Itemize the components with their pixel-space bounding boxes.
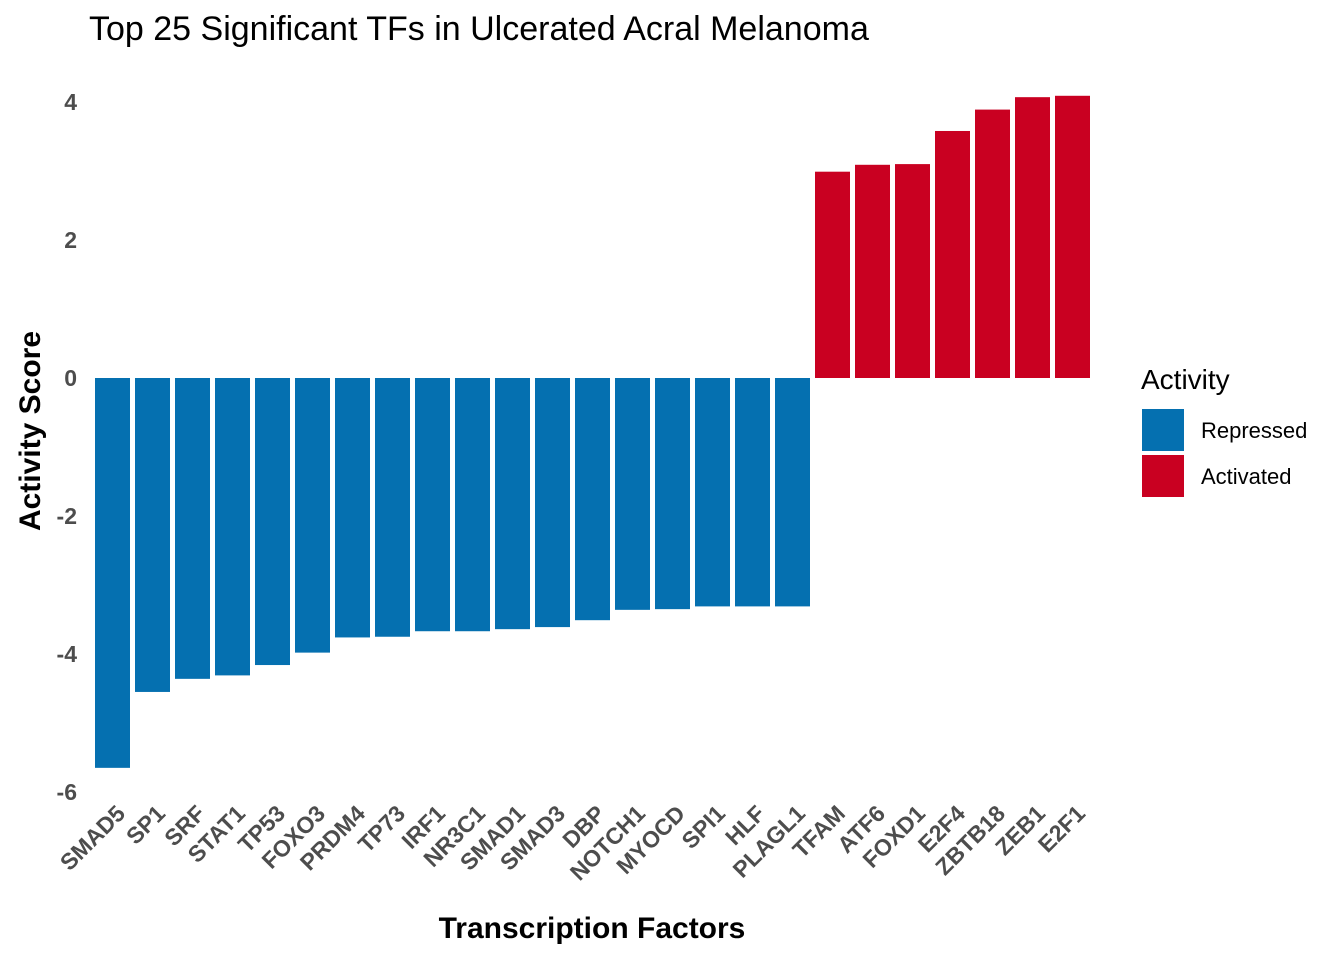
legend-swatch-repressed: [1142, 409, 1184, 451]
plot-area: [95, 95, 1090, 768]
y-tick-label: -6: [57, 779, 77, 805]
bar-prdm4: [335, 378, 370, 638]
bar-zeb1: [1015, 97, 1050, 379]
y-tick-label: 2: [64, 227, 77, 253]
x-tick-label: TP73: [353, 800, 410, 857]
x-tick-label: E2F1: [1033, 800, 1090, 857]
x-tick-label: SMAD5: [55, 800, 130, 875]
legend-title: Activity: [1141, 364, 1230, 395]
bar-irf1: [415, 378, 450, 632]
bar-smad3: [535, 378, 570, 628]
bar-foxo3: [295, 378, 330, 653]
x-axis-ticks: SMAD5SP1SRFSTAT1TP53FOXO3PRDM4TP73IRF1NR…: [55, 800, 1090, 885]
y-tick-label: 0: [64, 365, 77, 391]
bar-hlf: [735, 378, 770, 607]
y-axis-title: Activity Score: [14, 331, 47, 531]
legend-label-activated: Activated: [1201, 464, 1292, 489]
y-tick-label: 4: [64, 89, 77, 115]
bar-sp1: [135, 378, 170, 692]
legend: Activity Repressed Activated: [1141, 364, 1307, 497]
bar-zbtb18: [975, 109, 1010, 378]
y-axis-ticks: -6 -4 -2 0 2 4: [57, 89, 78, 805]
bar-tp53: [255, 378, 290, 666]
bar-tp73: [375, 378, 410, 637]
bar-myocd: [655, 378, 690, 610]
legend-label-repressed: Repressed: [1201, 418, 1307, 443]
bar-plagl1: [775, 378, 810, 607]
x-axis-title: Transcription Factors: [439, 912, 746, 945]
bar-spi1: [695, 378, 730, 607]
x-tick-label: SPI1: [676, 800, 730, 854]
x-tick-label: SP1: [121, 800, 170, 849]
bar-stat1: [215, 378, 250, 676]
bar-atf6: [855, 164, 890, 378]
bar-notch1: [615, 378, 650, 610]
bar-e2f1: [1055, 95, 1090, 378]
bar-smad5: [95, 378, 130, 768]
bar-nr3c1: [455, 378, 490, 632]
bar-dbp: [575, 378, 610, 621]
bar-tfam: [815, 171, 850, 378]
y-tick-label: -4: [57, 641, 78, 667]
bar-srf: [175, 378, 210, 679]
y-tick-label: -2: [57, 503, 77, 529]
chart-title: Top 25 Significant TFs in Ulcerated Acra…: [89, 10, 869, 48]
legend-swatch-activated: [1142, 455, 1184, 497]
bar-foxd1: [895, 164, 930, 378]
bar-smad1: [495, 378, 530, 630]
bar-e2f4: [935, 130, 970, 378]
